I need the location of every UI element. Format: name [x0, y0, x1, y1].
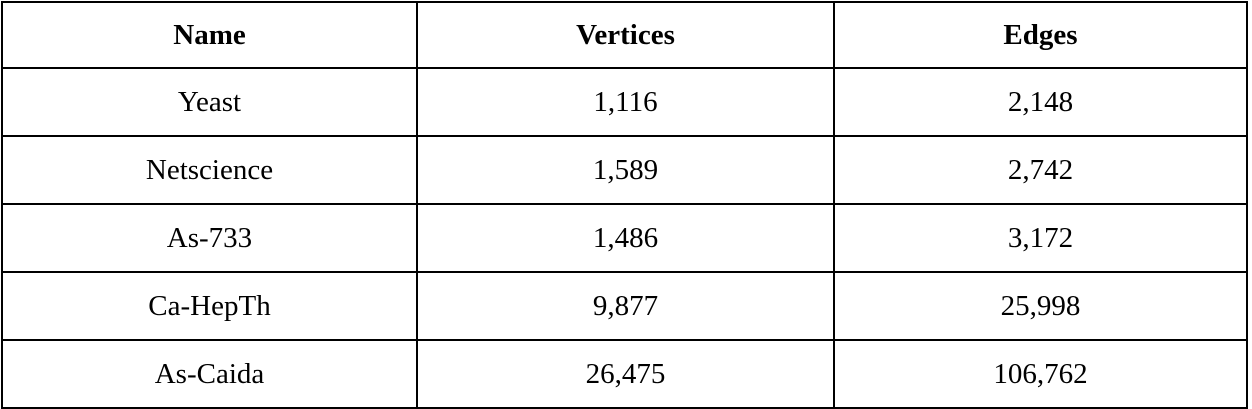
header-edges: Edges	[833, 1, 1248, 69]
table-row: Netscience 1,589 2,742	[1, 135, 1248, 205]
cell-vertices: 1,486	[416, 203, 835, 273]
table-row: As-Caida 26,475 106,762	[1, 339, 1248, 409]
cell-vertices: 1,116	[416, 67, 835, 137]
header-vertices: Vertices	[416, 1, 835, 69]
cell-edges: 3,172	[833, 203, 1248, 273]
table-row: Ca-HepTh 9,877 25,998	[1, 271, 1248, 341]
cell-edges: 2,148	[833, 67, 1248, 137]
cell-name: Yeast	[1, 67, 418, 137]
cell-vertices: 9,877	[416, 271, 835, 341]
cell-name: Ca-HepTh	[1, 271, 418, 341]
cell-edges: 25,998	[833, 271, 1248, 341]
table-row: Yeast 1,116 2,148	[1, 67, 1248, 137]
table-row: As-733 1,486 3,172	[1, 203, 1248, 273]
cell-vertices: 26,475	[416, 339, 835, 409]
cell-name: As-Caida	[1, 339, 418, 409]
header-name: Name	[1, 1, 418, 69]
cell-name: Netscience	[1, 135, 418, 205]
cell-edges: 106,762	[833, 339, 1248, 409]
header-row: Name Vertices Edges	[1, 1, 1248, 69]
cell-vertices: 1,589	[416, 135, 835, 205]
cell-edges: 2,742	[833, 135, 1248, 205]
cell-name: As-733	[1, 203, 418, 273]
